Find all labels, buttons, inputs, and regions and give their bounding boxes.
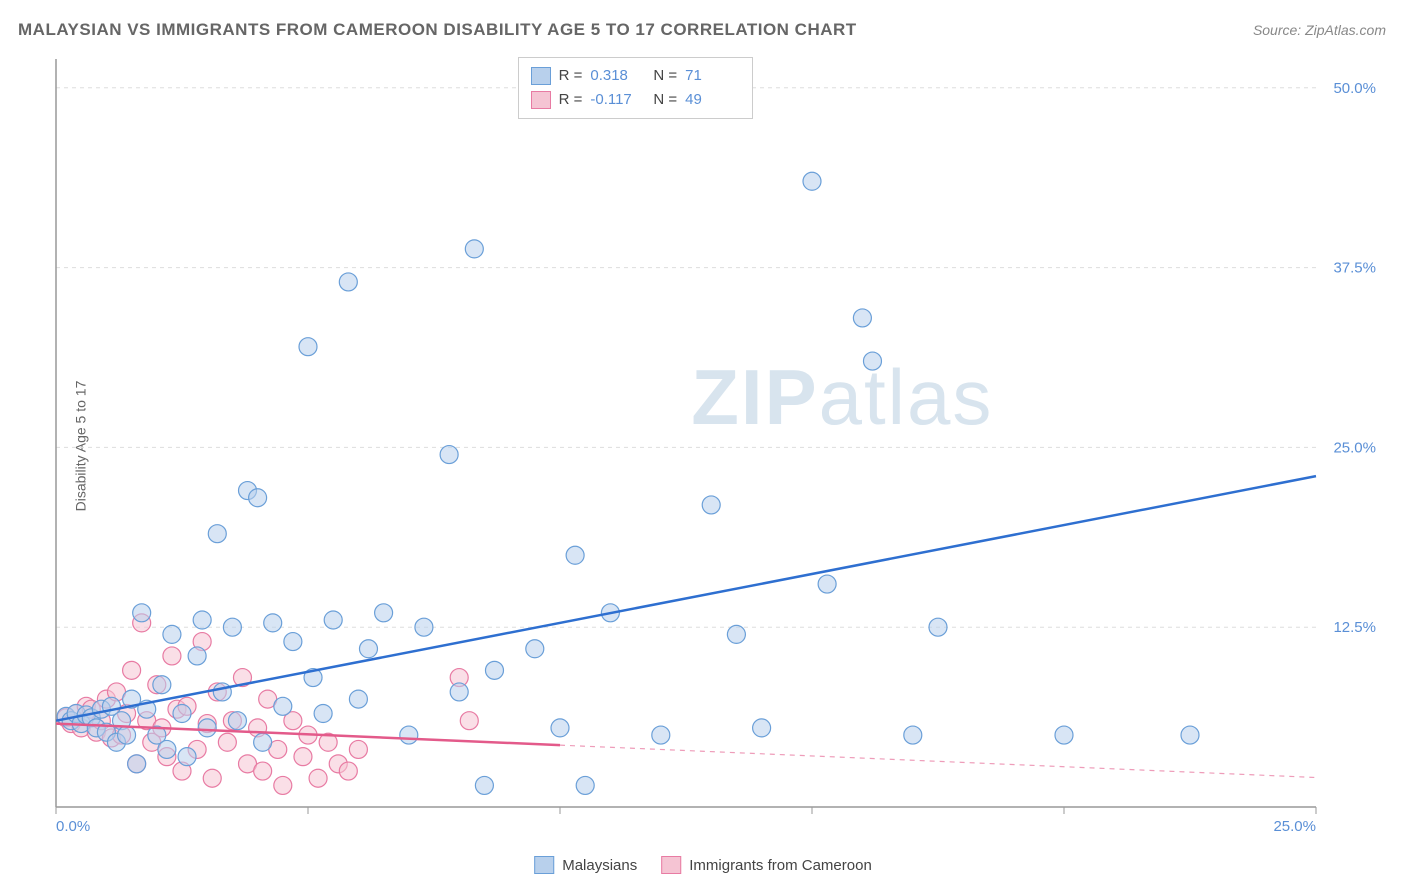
n-value-0: 71 — [685, 64, 740, 88]
chart-area: 12.5%25.0%37.5%50.0%0.0%25.0% ZIPatlas R… — [50, 55, 1386, 837]
svg-text:0.0%: 0.0% — [56, 818, 90, 835]
swatch-series-0 — [531, 67, 551, 85]
legend-swatch-0 — [534, 856, 554, 874]
legend-item-1: Immigrants from Cameroon — [661, 856, 872, 874]
n-value-1: 49 — [685, 88, 740, 112]
stats-legend: R = 0.318 N = 71 R = -0.117 N = 49 — [518, 57, 754, 119]
r-label: R = — [559, 88, 583, 112]
r-value-0: 0.318 — [590, 64, 645, 88]
stats-row-0: R = 0.318 N = 71 — [531, 64, 741, 88]
scatter-plot-svg: 12.5% 25.0% 37.5% 50.0% 0.0% 25.0% — [50, 55, 1386, 837]
r-value-1: -0.117 — [590, 88, 645, 112]
svg-text:37.5%: 37.5% — [1333, 260, 1376, 277]
svg-text:25.0%: 25.0% — [1273, 818, 1316, 835]
series-legend: Malaysians Immigrants from Cameroon — [534, 856, 872, 874]
svg-text:12.5%: 12.5% — [1333, 619, 1376, 636]
stats-row-1: R = -0.117 N = 49 — [531, 88, 741, 112]
svg-text:50.0%: 50.0% — [1333, 80, 1376, 97]
svg-text:25.0%: 25.0% — [1333, 439, 1376, 456]
source-label: Source: ZipAtlas.com — [1253, 22, 1386, 38]
n-label: N = — [653, 88, 677, 112]
legend-label-1: Immigrants from Cameroon — [689, 857, 872, 874]
r-label: R = — [559, 64, 583, 88]
legend-item-0: Malaysians — [534, 856, 637, 874]
legend-swatch-1 — [661, 856, 681, 874]
legend-label-0: Malaysians — [562, 857, 637, 874]
swatch-series-1 — [531, 91, 551, 109]
n-label: N = — [653, 64, 677, 88]
chart-title: MALAYSIAN VS IMMIGRANTS FROM CAMEROON DI… — [18, 20, 857, 40]
